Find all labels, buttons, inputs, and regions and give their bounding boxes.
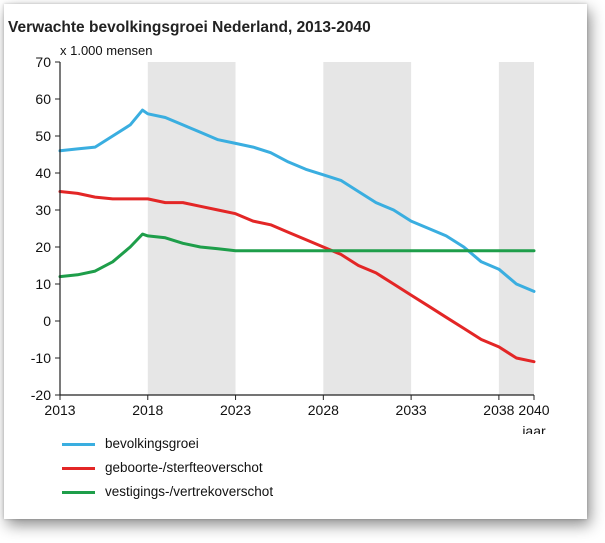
x-tick-label: 2023 bbox=[220, 402, 251, 418]
shaded-band-2 bbox=[498, 62, 534, 395]
x-axis-label: jaar bbox=[521, 423, 546, 434]
axes bbox=[59, 62, 534, 396]
y-tick-label: -20 bbox=[31, 387, 51, 403]
series-line-0 bbox=[58, 108, 536, 293]
legend-label: geboorte-/sterfteoverschot bbox=[105, 460, 263, 475]
y-tick-label: 0 bbox=[43, 313, 51, 329]
x-tick-label: 2028 bbox=[308, 402, 339, 418]
y-tick-label: 50 bbox=[35, 128, 51, 144]
legend-swatch bbox=[62, 443, 95, 446]
y-tick-label: 30 bbox=[35, 202, 51, 218]
chart-card: Verwachte bevolkingsgroei Nederland, 201… bbox=[4, 4, 587, 519]
legend-swatch bbox=[62, 467, 95, 470]
series-line-1 bbox=[58, 190, 536, 364]
y-tick-label: 70 bbox=[35, 54, 51, 70]
shaded-bands bbox=[147, 62, 534, 395]
chart-title: Verwachte bevolkingsgroei Nederland, 201… bbox=[8, 19, 371, 36]
shaded-band-1 bbox=[323, 62, 412, 395]
y-axis-unit-label: x 1.000 mensen bbox=[60, 43, 153, 58]
legend-label: vestigings-/vertrekoverschot bbox=[105, 484, 274, 499]
x-tick-label: 2038 bbox=[483, 402, 514, 418]
legend-label: bevolkingsgroei bbox=[105, 436, 199, 451]
x-tick-label: 2018 bbox=[132, 402, 163, 418]
x-tick-label: 2033 bbox=[396, 402, 427, 418]
y-tick-label: -10 bbox=[31, 350, 51, 366]
y-tick-label: 60 bbox=[35, 91, 51, 107]
series-line-2 bbox=[58, 232, 536, 279]
y-tick-label: 20 bbox=[35, 239, 51, 255]
x-tick-label: 2040 bbox=[518, 402, 549, 418]
y-tick-label: 10 bbox=[35, 276, 51, 292]
x-tick-label: 2013 bbox=[44, 402, 75, 418]
legend-swatch bbox=[62, 491, 95, 494]
series-lines bbox=[58, 108, 536, 364]
y-tick-label: 40 bbox=[35, 165, 51, 181]
shaded-band-0 bbox=[147, 62, 236, 395]
